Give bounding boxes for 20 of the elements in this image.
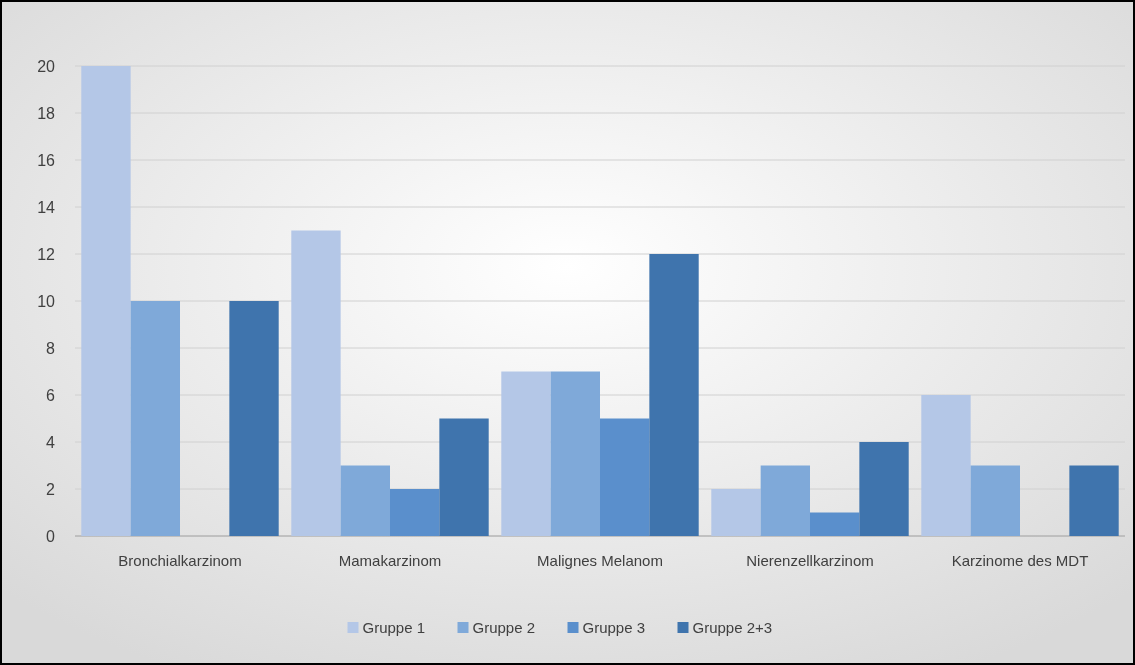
x-tick-label: Karzinome des MDT	[951, 552, 1089, 569]
y-tick-label: 0	[46, 527, 56, 545]
y-tick-label: 8	[46, 339, 56, 357]
y-tick-label: 20	[37, 57, 56, 75]
x-tick-label: Bronchialkarzinom	[118, 552, 242, 569]
y-tick-label: 16	[37, 151, 56, 169]
y-tick-label: 6	[46, 386, 56, 404]
y-tick-label: 14	[37, 198, 56, 216]
legend-label: Gruppe 1	[362, 619, 426, 637]
x-tick-label: Mamakarzinom	[338, 552, 442, 569]
legend-label: Gruppe 2+3	[692, 619, 773, 637]
x-tick-label: Malignes Melanom	[537, 552, 663, 569]
y-tick-label: 4	[46, 433, 56, 451]
y-tick-label: 18	[37, 104, 56, 122]
y-tick-label: 10	[37, 292, 56, 310]
legend-label: Gruppe 2	[472, 619, 536, 637]
y-tick-label: 2	[46, 480, 56, 498]
legend-label: Gruppe 3	[582, 619, 646, 637]
x-tick-label: Nierenzellkarzinom	[746, 552, 874, 569]
y-tick-label: 12	[37, 245, 56, 263]
